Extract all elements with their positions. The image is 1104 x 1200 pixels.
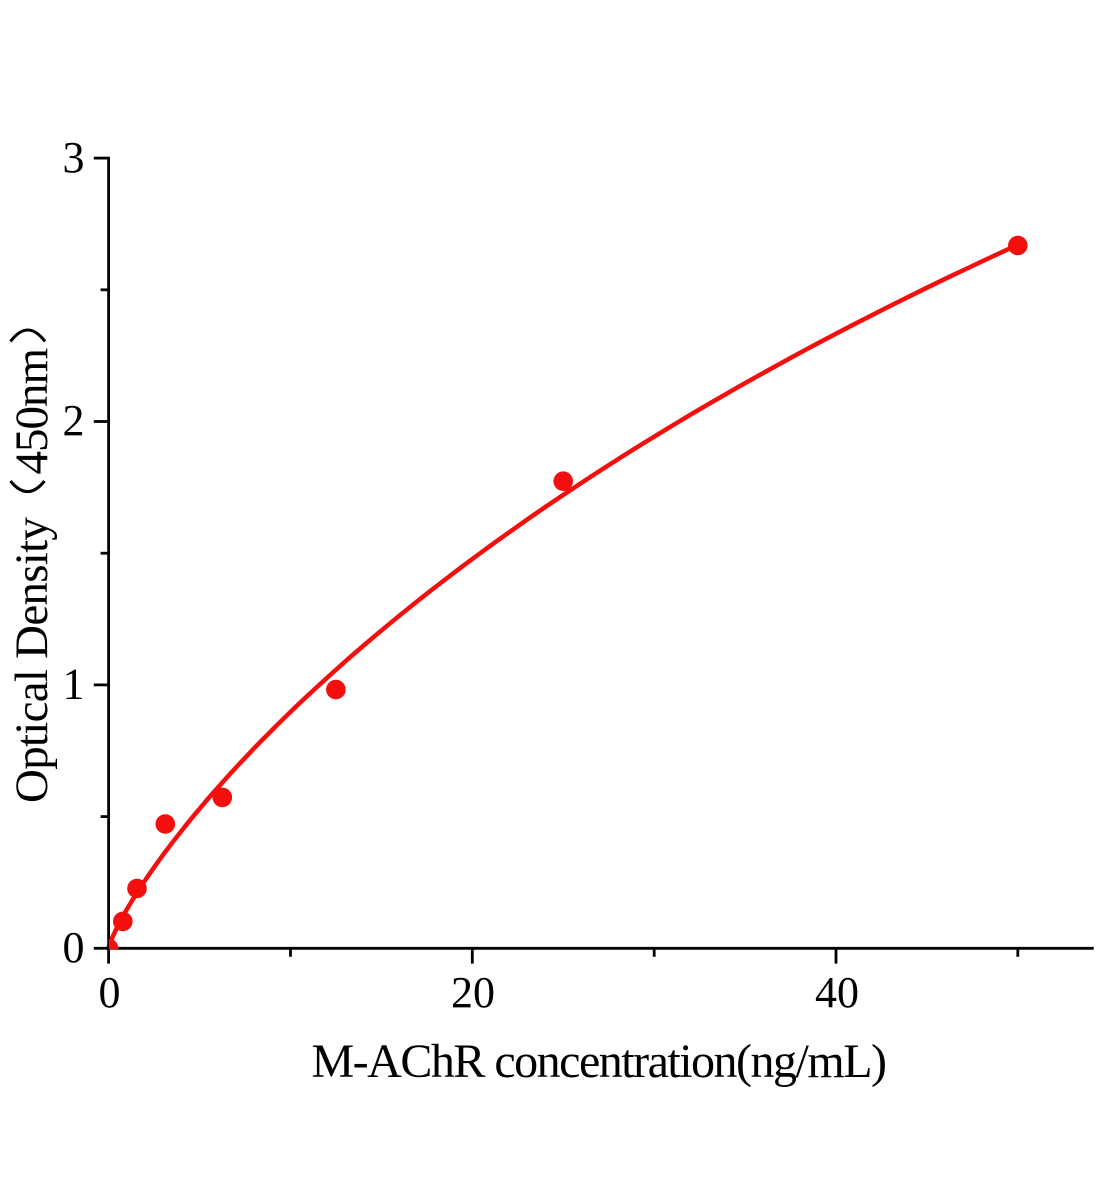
svg-text:3: 3	[63, 133, 85, 182]
svg-text:1: 1	[63, 660, 85, 709]
svg-text:M-AChR concentration(ng/mL): M-AChR concentration(ng/mL)	[311, 1035, 885, 1088]
svg-text:Optical Density: Optical Density	[6, 517, 58, 803]
svg-text:0: 0	[63, 923, 85, 972]
svg-text:0: 0	[99, 968, 121, 1017]
svg-text:40: 40	[815, 968, 859, 1017]
svg-text:450nm: 450nm	[6, 349, 58, 475]
svg-text:2: 2	[63, 396, 85, 445]
svg-text:20: 20	[451, 968, 495, 1017]
